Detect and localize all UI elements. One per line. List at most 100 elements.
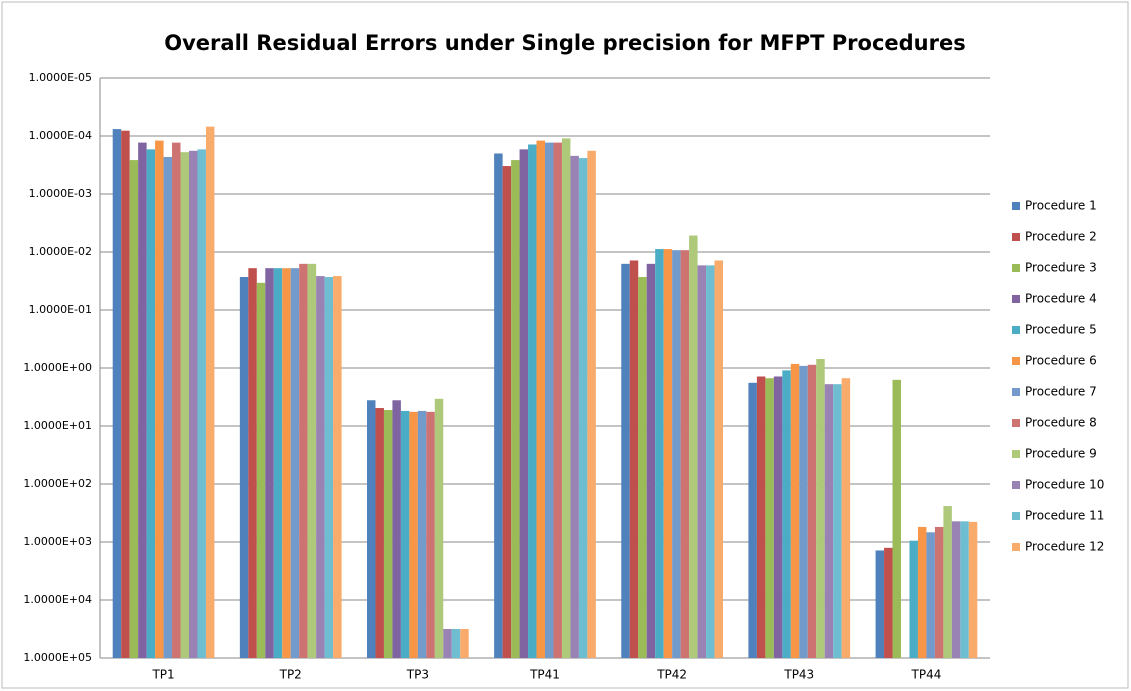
bar [960,521,969,658]
y-tick-label: 1.0000E+00 [23,361,92,374]
bar [256,282,266,658]
legend-swatch [1012,543,1020,551]
bar [409,411,418,658]
bar [578,158,588,658]
bar [917,526,927,658]
bar [943,506,952,658]
legend-label: Procedure 10 [1025,478,1104,492]
bar [367,400,376,658]
bar [689,235,698,658]
bar [570,155,579,658]
bar [884,547,893,658]
bar [680,250,690,659]
bar [316,276,325,658]
bar [121,130,130,658]
y-tick-label: 1.0000E+04 [23,593,92,606]
bar [765,378,774,658]
bar [290,268,300,658]
bar [172,142,181,659]
y-tick-label: 1.0000E-01 [29,303,92,316]
legend-label: Procedure 4 [1025,292,1097,306]
bar [146,149,156,659]
bar [892,379,901,658]
legend-label: Procedure 7 [1025,385,1097,399]
bar [561,138,571,659]
bar [629,260,639,658]
bar [519,149,529,659]
bar [460,628,469,658]
bar [782,370,791,658]
x-tick-label: TP42 [656,668,687,682]
bar [375,408,384,658]
chart-title: Overall Residual Errors under Single pre… [164,31,965,55]
bar [494,153,503,658]
x-tick-label: TP44 [911,668,942,682]
y-tick-label: 1.0000E+03 [23,535,92,548]
bar [163,156,173,658]
bar [400,410,410,658]
legend-swatch [1012,233,1020,241]
bar [383,410,393,658]
y-tick-label: 1.0000E-02 [29,245,92,258]
y-tick-label: 1.0000E-04 [29,129,92,142]
bar [502,166,512,659]
legend-label: Procedure 6 [1025,354,1097,368]
bar [112,129,122,659]
y-tick-label: 1.0000E+01 [23,419,92,432]
bar [511,160,520,658]
bar [646,263,656,658]
bar [790,363,800,658]
bar [299,263,308,658]
legend-swatch [1012,326,1020,334]
x-tick-label: TP41 [529,668,560,682]
legend-label: Procedure 9 [1025,447,1097,461]
bar [545,142,554,659]
bar [926,532,935,658]
y-tick-label: 1.0000E+05 [23,651,92,664]
bar [189,150,198,659]
bar [841,378,851,658]
bar [672,250,681,659]
x-tick-label: TP1 [151,668,174,682]
legend-swatch [1012,295,1020,303]
bar [553,142,562,659]
bar [714,260,723,658]
legend-swatch [1012,357,1020,365]
bar [392,400,401,658]
bar [307,263,317,658]
legend-label: Procedure 12 [1025,540,1104,554]
legend-swatch [1012,388,1020,396]
bar [909,540,918,658]
bar [934,526,944,658]
bar [587,150,596,659]
y-tick-label: 1.0000E+02 [23,477,92,490]
bar [528,144,537,658]
bar [807,364,817,658]
bar [417,410,427,658]
legend-swatch [1012,264,1020,272]
x-tick-label: TP43 [783,668,814,682]
legend-swatch [1012,512,1020,520]
bar [875,550,885,658]
bar [239,277,249,658]
bar [129,160,139,658]
legend-label: Procedure 3 [1025,261,1097,275]
bar [138,142,147,659]
x-tick-label: TP3 [406,668,429,682]
bar [833,384,842,658]
bar [282,268,291,658]
bar [824,384,834,658]
bar [799,365,808,658]
x-tick-label: TP2 [279,668,302,682]
bar [968,521,978,658]
legend-label: Procedure 1 [1025,199,1097,213]
bar [333,276,342,658]
bar [180,152,189,658]
bar [205,126,215,658]
legend-label: Procedure 11 [1025,509,1104,523]
legend-swatch [1012,419,1020,427]
y-tick-label: 1.0000E-05 [29,71,92,84]
y-tick-label: 1.0000E-03 [29,187,92,200]
bar [748,382,757,658]
bar [756,376,766,658]
